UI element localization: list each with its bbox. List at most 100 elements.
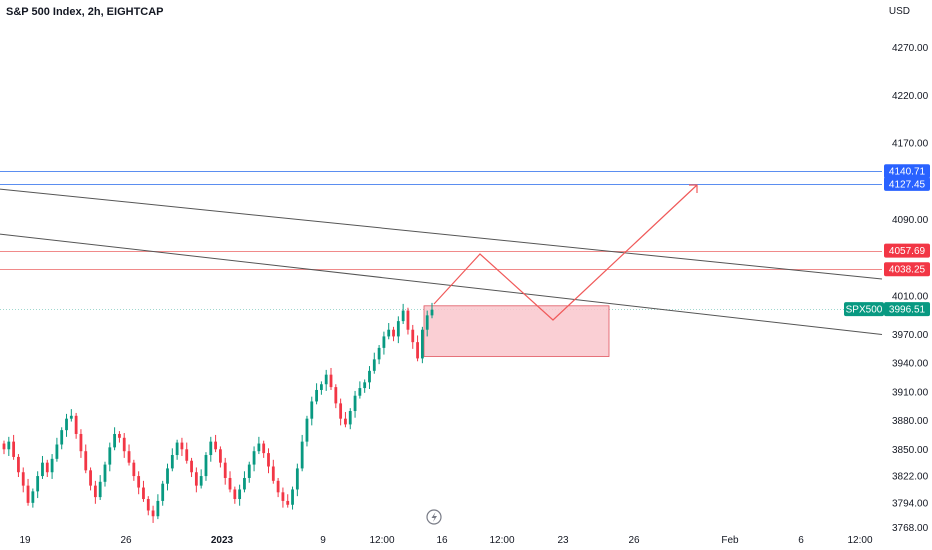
candle-body <box>146 499 150 511</box>
x-tick-label: 2023 <box>211 535 234 546</box>
candle-body <box>166 468 169 484</box>
chart-title: S&P 500 Index, 2h, EIGHTCAP <box>6 6 164 18</box>
supply-zone[interactable] <box>423 305 610 357</box>
candle-body <box>17 456 20 473</box>
price-badge-blue-upper <box>884 164 930 179</box>
price-badge-blue-lower <box>884 176 930 191</box>
horizontal-levels[interactable] <box>0 171 882 310</box>
candle-body <box>93 485 97 498</box>
trendlines[interactable] <box>0 188 883 335</box>
y-tick-label: 4220.00 <box>892 91 929 102</box>
candle-body <box>79 433 83 452</box>
x-tick-label: 12:00 <box>369 535 394 546</box>
symbol-badge <box>844 302 884 317</box>
trendline-2 <box>0 233 883 335</box>
candle-body <box>142 487 145 500</box>
candle-body <box>2 443 6 450</box>
y-tick-label: 4090.00 <box>892 215 929 226</box>
candle-body <box>31 491 35 503</box>
price-badge-red-upper <box>884 243 930 258</box>
candle-body <box>329 374 333 388</box>
candle-body <box>65 418 68 431</box>
candle-body <box>247 464 251 478</box>
candle-body <box>300 441 304 469</box>
candle-body <box>7 441 11 450</box>
candle-body <box>12 441 16 457</box>
price-axis[interactable]: 4270.00 4220.00 4170.00 4090.00 4010.00 3970.… <box>892 43 929 534</box>
candle-body <box>291 489 294 505</box>
candle-body <box>122 437 126 452</box>
x-tick-label: 26 <box>120 535 132 546</box>
x-tick-label: 12:00 <box>847 535 872 546</box>
candle-body <box>161 483 165 501</box>
candle-body <box>396 321 400 337</box>
candle-body <box>295 468 299 490</box>
candle-body <box>310 401 314 419</box>
candle-body <box>267 453 270 467</box>
candle-body <box>271 466 275 481</box>
candle-body <box>315 389 318 402</box>
candle-body <box>348 411 352 425</box>
x-tick-label: 19 <box>19 535 31 546</box>
y-tick-label: 3940.00 <box>892 359 929 370</box>
candle-body <box>281 492 285 501</box>
candle-body <box>118 433 121 438</box>
projection-polyline <box>433 184 698 321</box>
y-tick-label: 4010.00 <box>892 292 929 303</box>
projection-arrowhead <box>689 184 698 193</box>
projection-path[interactable] <box>433 184 698 321</box>
candle-body <box>175 442 179 456</box>
candle-body <box>127 451 131 463</box>
candle-body <box>74 415 78 434</box>
candle-body <box>430 309 434 316</box>
candle-body <box>21 472 25 486</box>
candle-body <box>113 433 117 448</box>
candle-body <box>103 464 107 482</box>
candle-body <box>219 449 222 463</box>
x-tick-label: 26 <box>628 535 640 546</box>
candle-body <box>108 447 112 465</box>
y-tick-label: 4270.00 <box>892 43 929 54</box>
candle-body <box>238 489 242 500</box>
candle-body <box>45 462 49 473</box>
candle-body <box>214 441 217 450</box>
candle-body <box>41 462 44 477</box>
x-tick-label: 6 <box>798 535 804 546</box>
candle-body <box>286 500 290 505</box>
y-tick-label: 4170.00 <box>892 139 929 150</box>
y-tick-label: 3768.00 <box>892 523 929 534</box>
y-tick-label: 3822.00 <box>892 472 929 483</box>
candle-body <box>252 451 256 465</box>
candle-body <box>50 458 54 473</box>
candle-body <box>69 415 73 419</box>
candle-body <box>199 476 203 486</box>
price-badge-label: 4140.71 <box>889 167 926 178</box>
time-axis[interactable]: 19 26 2023 9 12:00 16 12:00 23 26 Feb 6 12:00 <box>19 535 873 546</box>
candle-body <box>411 329 415 343</box>
candle-body <box>387 329 391 337</box>
candle-body <box>406 310 410 330</box>
symbol-label: SPX500 <box>846 305 883 316</box>
candle-body <box>262 443 266 454</box>
candle-body <box>358 388 362 396</box>
candle-body <box>185 449 189 461</box>
candle-body <box>180 442 184 450</box>
candle-body <box>190 460 193 473</box>
x-tick-label: 9 <box>320 535 326 546</box>
candle-body <box>401 310 405 322</box>
candle-body <box>339 403 343 419</box>
logo-circle-icon <box>426 509 442 525</box>
candle-body <box>420 329 424 359</box>
candle-body <box>204 455 208 477</box>
candle-body <box>132 462 136 477</box>
y-tick-label: 3794.00 <box>892 498 929 509</box>
candle-body <box>223 462 227 478</box>
last-price-label: 3996.51 <box>889 305 926 316</box>
currency-label: USD <box>888 6 910 17</box>
candle-body <box>137 476 141 488</box>
candle-body <box>324 374 328 385</box>
candle-body <box>209 441 213 456</box>
candle-body <box>276 480 280 493</box>
